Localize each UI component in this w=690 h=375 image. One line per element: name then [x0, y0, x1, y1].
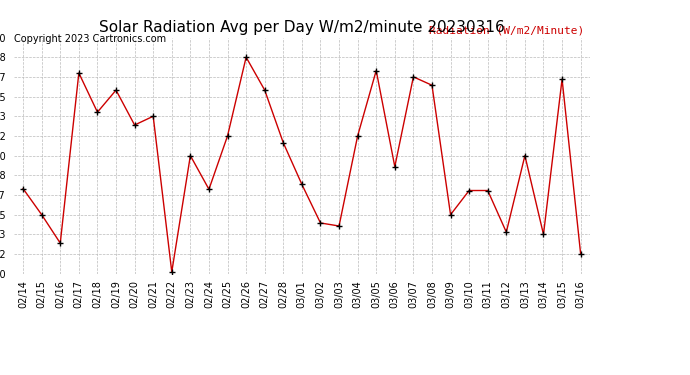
- Text: Radiation (W/m2/Minute): Radiation (W/m2/Minute): [429, 25, 584, 35]
- Text: Copyright 2023 Cartronics.com: Copyright 2023 Cartronics.com: [14, 34, 166, 44]
- Title: Solar Radiation Avg per Day W/m2/minute 20230316: Solar Radiation Avg per Day W/m2/minute …: [99, 20, 505, 35]
